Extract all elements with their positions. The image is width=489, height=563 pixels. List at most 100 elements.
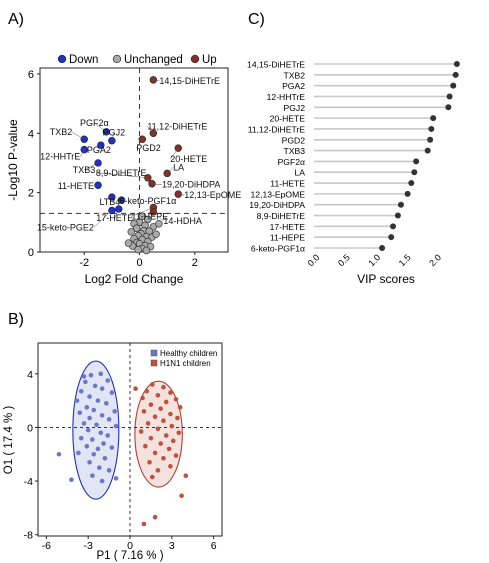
score-point [79,389,84,394]
score-point [94,422,99,427]
volcano-point-label: 11,12-DiHETrE [147,121,207,131]
score-point [97,465,102,470]
vip-category-label: 11,12-DiHETrE [248,124,306,134]
score-point [87,394,92,399]
score-point [75,398,80,403]
score-legend-marker [151,360,157,366]
score-point [100,413,105,418]
volcano-legend-marker [191,55,199,63]
volcano-point-label: LA [173,162,184,172]
vip-x-tick-label: 0.5 [336,252,352,268]
score-point [150,475,155,480]
score-point [98,372,103,377]
score-point [91,408,96,413]
vip-dot [447,93,453,99]
volcano-point-label: 12-HHTrE [40,152,80,162]
volcano-point-label: 15-keto-PGE2 [37,222,94,232]
vip-dot [428,126,434,132]
score-point [150,382,155,387]
volcano-point [153,231,160,238]
volcano-legend-label: Down [69,54,98,66]
score-point [93,384,98,389]
vip-x-tick-label: 1.0 [366,252,382,268]
volcano-point-label: PGJ2 [103,128,126,138]
score-point [101,441,106,446]
volcano-y-axis-title: -Log10 P-value [6,119,20,201]
vip-category-label: 12,13-EpOME [251,189,306,199]
score-x-tick-label: -6 [42,540,51,552]
vip-category-label: 8,9-DiHETrE [257,211,306,221]
score-point [167,447,172,452]
vip-dot [390,223,396,229]
score-x-tick-label: -3 [84,540,93,552]
score-point [153,515,158,520]
volcano-y-tick-label: 2 [28,188,34,200]
score-point [178,405,183,410]
vip-dot [379,245,385,251]
score-point [168,412,173,417]
volcano-point-label: 8,9-DiHETrE [96,168,147,178]
score-point [84,405,89,410]
vip-category-label: PGD2 [282,135,306,145]
score-point [90,437,95,442]
score-point [179,493,184,498]
volcano-y-tick-label: 4 [28,128,34,140]
vip-category-label: TXB3 [284,146,306,156]
vip-category-label: 14,15-DiHETrE [247,60,305,70]
score-point [98,430,103,435]
score-point [82,374,87,379]
score-point [156,393,161,398]
score-x-axis-title: P1 ( 7.16 % ) [96,550,163,562]
score-point [168,390,173,395]
volcano-point-label: PGD2 [136,143,161,153]
vip-category-label: 19,20-DiHDPA [249,200,305,210]
volcano-legend-label: Up [202,54,217,66]
volcano-point-label: 14,15-DiHETrE [159,76,220,86]
score-point [90,473,95,478]
score-point [168,464,173,469]
score-point [170,424,175,429]
volcano-point [139,136,146,143]
score-point [103,456,108,461]
vip-dot [395,213,401,219]
score-plot-legend: Healthy childrenH1N1 children [151,349,217,368]
volcano-point-label: 11-HETE [58,181,94,191]
volcano-x-axis-title: Log2 Fold Change [85,272,184,286]
score-point [156,468,161,473]
score-point [146,421,151,426]
vip-category-label: 12-HHTrE [267,92,306,102]
vip-dot [388,234,394,240]
score-point [153,414,158,419]
vip-category-label: LA [294,168,305,178]
score-point [176,430,181,435]
score-point [82,421,87,426]
volcano-point [135,246,142,253]
score-point [147,460,152,465]
score-point [76,451,81,456]
score-point [107,468,112,473]
score-point [104,401,109,406]
score-y-tick-label: 0 [27,422,33,434]
score-point [107,417,112,422]
volcano-y-tick-label: 0 [28,247,34,259]
score-point [174,397,179,402]
volcano-point [108,137,115,144]
vip-x-tick-label: 0.0 [306,252,322,268]
score-plot: -6-3036-8-404 Healthy childrenH1N1 child… [3,343,222,562]
panel-label-c: C) [248,11,265,28]
score-point [86,428,91,433]
score-point [153,451,158,456]
score-point [161,456,166,461]
volcano-point-label: LTB4 [99,197,120,207]
vip-dot [454,61,460,67]
volcano-point-label: 6-keto-PGF1α [120,196,177,206]
vip-dot [430,115,436,121]
volcano-point-label: 17-HETE [96,213,133,223]
score-point [96,398,101,403]
score-point [164,400,169,405]
score-point [144,389,149,394]
score-point [142,409,147,414]
vip-plot: 14,15-DiHETrETXB2PGA212-HHTrEPGJ220-HETE… [247,60,460,287]
score-legend-label: Healthy children [160,349,217,358]
score-point [96,447,101,452]
